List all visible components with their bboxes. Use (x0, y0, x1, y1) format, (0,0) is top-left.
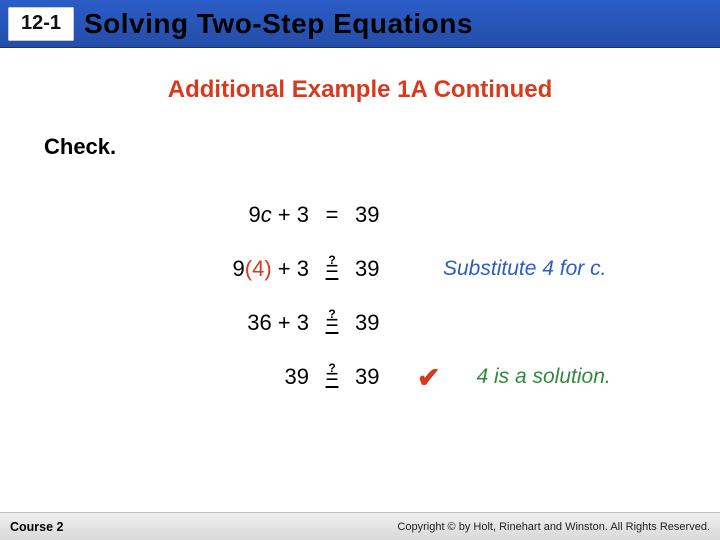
equation-row: 39 ? = 39 ✔ 4 is a solution. (0, 350, 720, 404)
lhs-substituted: (4) (245, 256, 272, 281)
checkmark-icon: ✔ (417, 361, 440, 394)
lesson-number-chip: 12-1 (8, 7, 74, 41)
equation-explain: Substitute 4 for c. (443, 257, 606, 281)
equation-rhs: 39 (349, 256, 407, 282)
equation-rhs: 39 (349, 364, 407, 390)
lhs-suffix: + 3 (272, 256, 309, 281)
course-label: Course 2 (10, 520, 64, 534)
lhs-prefix: 9 (233, 256, 245, 281)
equation-lhs: 9(4) + 3 (0, 256, 315, 282)
equation-relation: ? = (315, 310, 349, 336)
question-mark: ? (315, 361, 349, 375)
equation-rhs: 39 (349, 310, 407, 336)
question-mark: ? (315, 307, 349, 321)
lesson-title: Solving Two-Step Equations (84, 8, 473, 40)
copyright-text: Copyright © by Holt, Rinehart and Winsto… (397, 521, 710, 533)
equation-relation: ? = (315, 256, 349, 282)
example-subtitle: Additional Example 1A Continued (0, 76, 720, 104)
work-area: 9c + 3 = 39 9(4) + 3 ? = 39 Substitute 4… (0, 188, 720, 404)
footer-bar: Course 2 Copyright © by Holt, Rinehart a… (0, 512, 720, 540)
equation-relation: = (315, 202, 349, 228)
equation-row: 9c + 3 = 39 (0, 188, 720, 242)
lhs-text: 9c + 3 (248, 202, 309, 227)
lesson-number-text: 12-1 (21, 12, 61, 35)
header-bar: 12-1 Solving Two-Step Equations (0, 0, 720, 48)
equation-row: 36 + 3 ? = 39 (0, 296, 720, 350)
equation-explain: 4 is a solution. (476, 365, 610, 389)
equation-rhs: 39 (349, 202, 407, 228)
equals-sign: = (326, 202, 339, 227)
equation-row: 9(4) + 3 ? = 39 Substitute 4 for c. (0, 242, 720, 296)
equation-lhs: 9c + 3 (0, 202, 315, 228)
equation-lhs: 39 (0, 364, 315, 390)
check-heading: Check. (44, 134, 720, 160)
slide: 12-1 Solving Two-Step Equations Addition… (0, 0, 720, 540)
equation-lhs: 36 + 3 (0, 310, 315, 336)
equation-relation: ? = (315, 364, 349, 390)
question-mark: ? (315, 253, 349, 267)
